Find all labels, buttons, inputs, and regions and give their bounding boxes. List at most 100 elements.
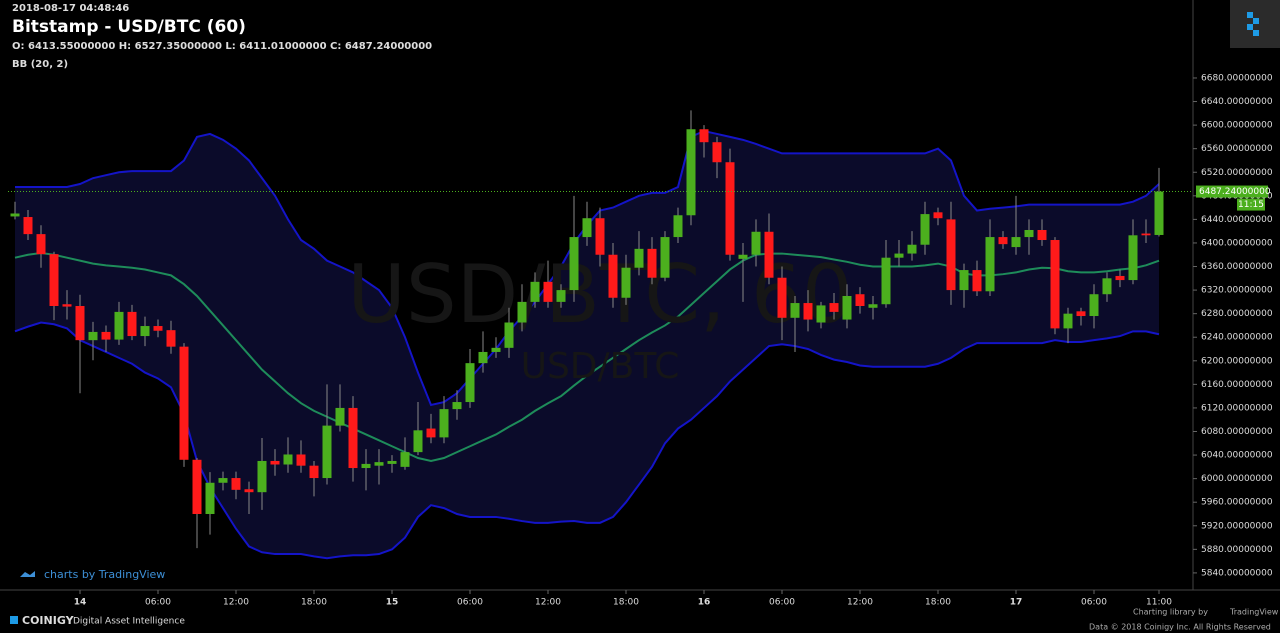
last-price-label: 6487.24000000	[1199, 187, 1271, 197]
candle-body	[1037, 229, 1047, 241]
y-tick-label: 6600.00000000	[1201, 121, 1273, 131]
candle-body	[777, 277, 787, 318]
candle-body	[49, 254, 59, 307]
candle-body	[725, 162, 735, 255]
candle-body	[335, 407, 345, 426]
y-tick-label: 5840.00000000	[1201, 568, 1273, 578]
timestamp: 2018-08-17 04:48:46	[12, 3, 129, 14]
candle-body	[491, 347, 501, 352]
candle-body	[1063, 313, 1073, 329]
candle-body	[62, 304, 72, 307]
candle-body	[712, 142, 722, 163]
countdown: 11:15	[1238, 200, 1264, 210]
candle-body	[582, 218, 592, 238]
candle-body	[10, 213, 20, 217]
y-tick-label: 6680.00000000	[1201, 73, 1273, 83]
candle-body	[894, 253, 904, 258]
candle-body	[218, 478, 228, 483]
y-tick-label: 6240.00000000	[1201, 333, 1273, 343]
attribution[interactable]: charts by TradingView	[44, 568, 165, 581]
x-tick-label: 06:00	[769, 598, 795, 608]
tv-icon	[20, 571, 35, 577]
candle-body	[296, 454, 306, 466]
candle-body	[933, 212, 943, 219]
candle-body	[1050, 240, 1060, 329]
candle-body	[504, 322, 514, 348]
candle-body	[985, 237, 995, 292]
candle-body	[322, 425, 332, 479]
candle-body	[101, 331, 111, 340]
candle-body	[153, 326, 163, 331]
candle-body	[751, 231, 761, 255]
candle-body	[699, 129, 709, 143]
y-tick-label: 6080.00000000	[1201, 427, 1273, 437]
y-tick-label: 6440.00000000	[1201, 215, 1273, 225]
candle-body	[1076, 311, 1086, 317]
candle-body	[205, 482, 215, 514]
candle-body	[543, 281, 553, 302]
candle-body	[660, 237, 670, 278]
candle-body	[1141, 233, 1151, 236]
candle-body	[309, 465, 319, 479]
x-tick-label: 11:00	[1146, 598, 1172, 608]
candle-body	[283, 454, 293, 465]
candle-body	[257, 460, 267, 493]
candle-body	[855, 294, 865, 307]
x-tick-label: 12:00	[223, 598, 249, 608]
y-tick-label: 5960.00000000	[1201, 498, 1273, 508]
candle-body	[114, 311, 124, 340]
y-tick-label: 6560.00000000	[1201, 144, 1273, 154]
candle-body	[764, 231, 774, 278]
x-tick-label: 12:00	[535, 598, 561, 608]
candle-body	[23, 217, 33, 235]
y-tick-label: 6520.00000000	[1201, 168, 1273, 178]
candle-body	[270, 460, 280, 465]
candle-body	[920, 214, 930, 245]
candle-body	[816, 305, 826, 323]
last-price-box	[1196, 185, 1268, 198]
candle-body	[231, 478, 241, 490]
candle-body	[634, 248, 644, 268]
candle-body	[803, 303, 813, 320]
x-tick-label: 15	[386, 598, 399, 608]
x-tick-label: 06:00	[457, 598, 483, 608]
candle-body	[140, 326, 150, 337]
y-tick-label: 5920.00000000	[1201, 521, 1273, 531]
candle-body	[946, 219, 956, 291]
ohlc: O: 6413.55000000 H: 6527.35000000 L: 641…	[12, 41, 432, 52]
x-tick-label: 18:00	[925, 598, 951, 608]
candle-body	[907, 244, 917, 254]
x-tick-label: 12:00	[847, 598, 873, 608]
candle-body	[75, 306, 85, 341]
candle-body	[1089, 294, 1099, 317]
candle-body	[595, 218, 605, 255]
candle-body	[36, 234, 46, 255]
y-tick-label: 6360.00000000	[1201, 262, 1273, 272]
candles	[8, 110, 1193, 549]
candle-body	[738, 254, 748, 259]
candle-body	[192, 459, 202, 514]
title: Bitstamp - USD/BTC (60)	[12, 17, 246, 37]
candle-body	[426, 428, 436, 438]
band-lower	[14, 321, 1160, 560]
candle-body	[1128, 235, 1138, 281]
candle-body	[387, 460, 397, 464]
countdown-box	[1237, 198, 1265, 211]
y-tick-label: 6640.00000000	[1201, 97, 1273, 107]
copyright: Data © 2018 Coinigy Inc. All Rights Rese…	[1089, 623, 1271, 632]
tagline: Digital Asset Intelligence	[73, 617, 185, 627]
candle-body	[790, 303, 800, 318]
candle-body	[465, 363, 475, 403]
candle-body	[1102, 278, 1112, 295]
candle-body	[842, 295, 852, 320]
candle-body	[517, 301, 527, 323]
x-tick-label: 14	[74, 598, 87, 608]
brand: COINIGY	[22, 614, 75, 627]
candle-body	[1024, 229, 1034, 238]
candle-body	[621, 267, 631, 298]
candle-body	[647, 248, 657, 278]
candle-body	[829, 303, 839, 312]
indicator: BB (20, 2)	[12, 59, 68, 70]
y-tick-label: 6200.00000000	[1201, 356, 1273, 366]
x-tick-label: 17	[1010, 598, 1023, 608]
